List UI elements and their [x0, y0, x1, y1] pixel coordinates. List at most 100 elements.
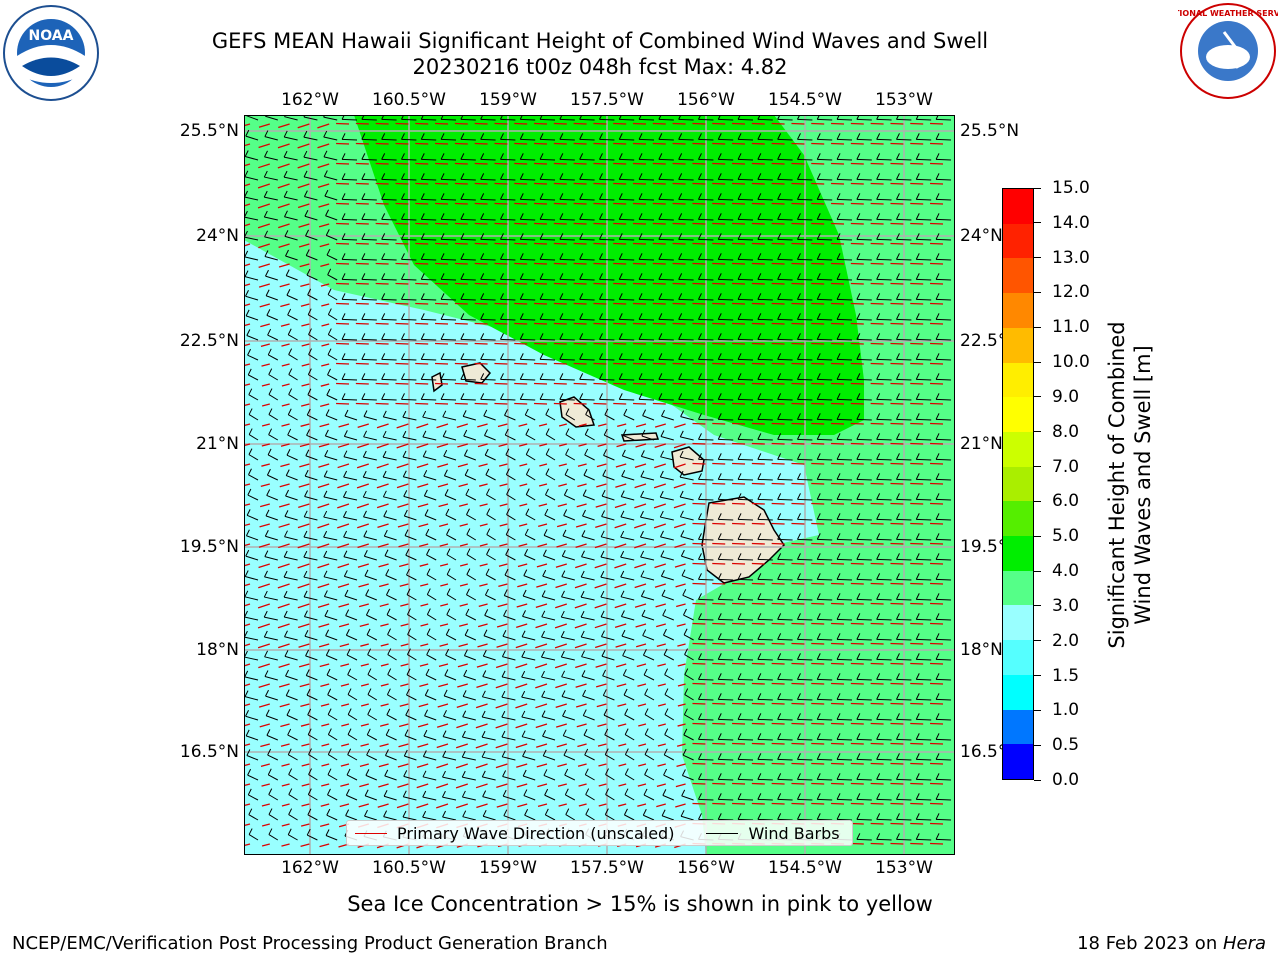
wind-barb [483, 635, 496, 641]
wind-barb [500, 338, 516, 341]
wind-barb [385, 734, 397, 741]
wind-barb [817, 258, 833, 261]
wave-direction-arrow [618, 743, 627, 747]
wind-barb [817, 618, 833, 621]
wind-barb-flag [341, 233, 346, 240]
wind-barb-flag [560, 630, 565, 638]
wind-barb [283, 176, 298, 181]
wind-barb-flag [757, 453, 762, 460]
wave-direction-arrow [677, 723, 686, 727]
wind-barb [856, 838, 872, 841]
wind-barb [264, 216, 278, 221]
wind-barb [876, 818, 892, 821]
wave-direction-arrow [597, 443, 607, 447]
wind-barb [266, 314, 278, 321]
wind-barb-flag [698, 733, 702, 740]
wind-barb [361, 398, 377, 401]
wind-barb [757, 438, 773, 441]
wind-barb-flag [440, 153, 445, 160]
wind-barb [401, 218, 417, 221]
wind-barb-flag [717, 713, 722, 720]
wind-barb [267, 454, 279, 461]
wind-barb [402, 416, 417, 421]
wind-barb [856, 178, 872, 181]
wind-barb-flag [501, 690, 506, 698]
wind-barb-flag [263, 210, 268, 218]
wind-barb [757, 458, 773, 461]
wind-barb [678, 298, 694, 301]
wind-barb [797, 518, 813, 521]
wind-barb [286, 454, 298, 461]
wave-direction-arrow [657, 743, 666, 747]
wave-direction-arrow [677, 643, 686, 647]
wind-barb [718, 338, 734, 341]
wind-barb [245, 735, 259, 741]
wind-barb-flag [816, 733, 821, 740]
wind-barb [603, 694, 615, 701]
wind-barb [247, 354, 259, 361]
wind-barb-flag [757, 433, 762, 440]
wind-barb-flag [599, 213, 603, 220]
wind-barb-flag [480, 333, 485, 340]
wind-barb-flag [623, 808, 628, 816]
wind-barb [522, 615, 536, 621]
wind-barb [876, 798, 892, 801]
colorbar-tick-label: 0.5 [1052, 735, 1080, 756]
wind-barb-flag [401, 393, 405, 400]
wind-barb-flag [915, 173, 920, 180]
wind-barb-flag [599, 153, 603, 160]
wind-barb [777, 818, 793, 821]
wave-direction-arrow [517, 803, 528, 808]
wind-barb-flag [542, 569, 547, 577]
wind-barb [856, 638, 872, 641]
wind-barb [540, 278, 556, 281]
wind-barb [421, 138, 437, 141]
wind-barb-flag [584, 768, 589, 775]
wave-direction-arrow [320, 803, 330, 807]
wind-barb-flag [264, 670, 269, 677]
wind-barb-flag [602, 689, 607, 696]
wind-barb [599, 378, 615, 381]
wave-direction-arrow [321, 363, 330, 367]
wind-barb-flag [797, 613, 801, 620]
wind-barb [797, 758, 813, 761]
wind-barb-flag [308, 768, 312, 775]
wind-barb-flag [264, 530, 269, 537]
wind-barb-flag [620, 570, 625, 578]
wind-barb [916, 518, 932, 521]
wave-direction-arrow [476, 663, 488, 668]
wind-barb-flag [717, 753, 722, 760]
wind-barb-flag [876, 133, 881, 140]
wind-barb [856, 458, 872, 461]
wind-barb-flag [307, 788, 312, 795]
wind-barb-flag [757, 813, 762, 820]
wind-barb-flag [460, 393, 465, 400]
wind-barb [464, 474, 477, 481]
wave-direction-arrow [301, 783, 310, 787]
wave-direction-arrow [475, 743, 488, 749]
wind-barb [521, 736, 536, 741]
wind-barb-flag [856, 213, 861, 220]
wave-direction-arrow [396, 423, 409, 429]
wave-direction-arrow [259, 303, 270, 308]
wind-barb [304, 215, 318, 221]
wind-barb [639, 198, 655, 201]
wind-barb [797, 198, 813, 201]
wave-direction-arrow [656, 803, 666, 808]
wind-barb [916, 278, 932, 281]
wave-direction-arrow [359, 763, 369, 767]
wind-barb [387, 634, 397, 641]
wind-barb [797, 598, 813, 601]
wind-barb [342, 118, 358, 121]
wind-barb [916, 138, 932, 141]
wind-barb [540, 238, 556, 241]
wind-barb-flag [640, 550, 645, 558]
wind-barb-flag [915, 473, 920, 480]
wind-barb-flag [896, 653, 900, 660]
colorbar-band-12 [1003, 327, 1033, 363]
wind-barb-flag [505, 528, 510, 535]
wave-direction-arrow [299, 263, 310, 268]
wind-barb [936, 798, 952, 801]
wave-direction-arrow [257, 603, 271, 609]
wave-direction-arrow [594, 603, 607, 609]
